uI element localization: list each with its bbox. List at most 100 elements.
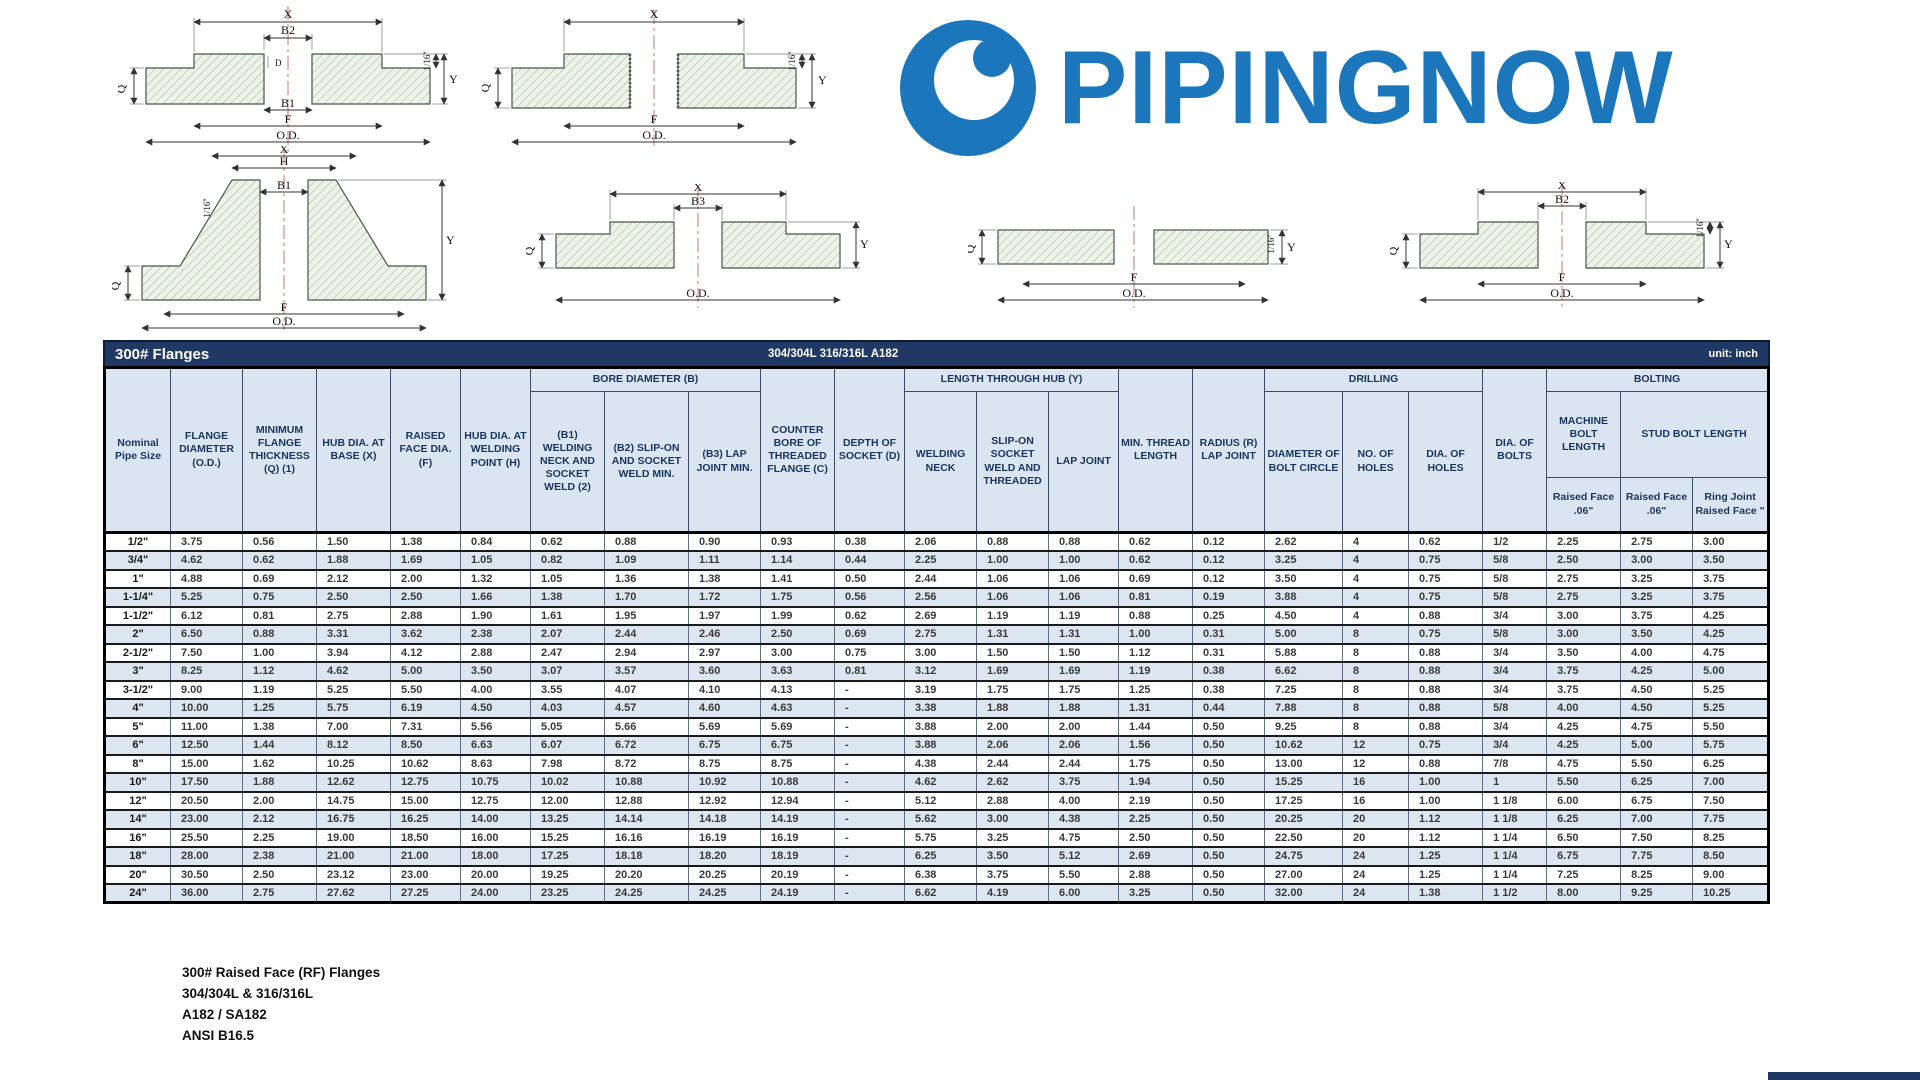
table-cell: 3.94 <box>316 642 391 662</box>
table-cell: 5/8 <box>1482 698 1548 718</box>
table-cell: 12.50 <box>170 735 243 755</box>
table-cell: 19.00 <box>316 827 391 847</box>
table-cell: 4.50 <box>1264 605 1344 625</box>
table-cell: 0.88 <box>1408 698 1484 718</box>
row-pipe-size: 8" <box>104 753 171 773</box>
table-cell: 18.18 <box>604 846 689 866</box>
table-cell: 0.81 <box>1118 587 1194 607</box>
table-cell: - <box>834 790 906 810</box>
table-cell: 0.56 <box>834 587 906 607</box>
table-cell: 1.00 <box>242 642 317 662</box>
table-cell: 4 <box>1342 550 1410 570</box>
table-cell: 19.25 <box>530 864 605 884</box>
dim-label-x: X <box>694 184 703 194</box>
table-cell: 0.88 <box>976 531 1050 551</box>
table-cell: 5.69 <box>760 716 836 736</box>
table-cell: 1.72 <box>687 587 762 607</box>
table-cell: 3.75 <box>1692 568 1770 588</box>
row-pipe-size: 3" <box>104 661 171 681</box>
table-cell: 6.50 <box>1546 827 1622 847</box>
col-header-raised-face: RAISED FACE DIA. (F) <box>390 367 461 533</box>
table-title-bar: 300# Flanges 304/304L 316/316L A182 unit… <box>103 340 1770 366</box>
table-cell: 1.06 <box>976 568 1050 588</box>
dim-label-f: F <box>1559 270 1566 284</box>
table-cell: 4.25 <box>1546 716 1622 736</box>
table-cell: 0.75 <box>242 587 317 607</box>
table-cell: 0.50 <box>1192 846 1266 866</box>
table-unit-label: unit: inch <box>1708 348 1759 360</box>
table-row: 2-1/2" 7.50 1.00 3.94 4.12 2.88 2.47 2.94 2.97 3.… <box>104 642 1770 662</box>
table-cell: 3.25 <box>1264 550 1344 570</box>
table-cell: 27.25 <box>390 883 461 903</box>
table-cell: 4.13 <box>760 679 836 699</box>
dim-label-y: Y <box>446 233 455 247</box>
table-cell: 0.38 <box>1192 661 1266 681</box>
table-cell: 3.00 <box>1546 605 1622 625</box>
table-cell: 16 <box>1342 790 1410 810</box>
dimension-lines <box>538 190 860 304</box>
table-cell: 10.00 <box>170 698 243 718</box>
footnote-line-4: ANSI B16.5 <box>182 1028 255 1043</box>
table-cell: 0.62 <box>242 550 317 570</box>
flange-section-left <box>145 53 265 105</box>
table-cell: 1.69 <box>390 550 461 570</box>
table-cell: 5/8 <box>1482 568 1548 588</box>
table-cell: 23.25 <box>530 883 605 903</box>
table-cell: 2.50 <box>760 624 836 644</box>
dim-label-q: Q <box>118 84 128 93</box>
table-cell: 2.75 <box>316 605 391 625</box>
table-cell: 1.50 <box>976 642 1050 662</box>
table-cell: 1.19 <box>1048 605 1120 625</box>
table-cell: 1/2 <box>1482 531 1548 551</box>
table-cell: 2.38 <box>460 624 531 644</box>
table-cell: 1.50 <box>316 531 391 551</box>
table-cell: 1.06 <box>1048 568 1120 588</box>
table-cell: 12.75 <box>390 772 461 792</box>
table-cell: 3/4 <box>1482 661 1548 681</box>
table-cell: 27.00 <box>1264 864 1344 884</box>
table-cell: 5.62 <box>904 809 978 829</box>
table-cell: 8.50 <box>1692 846 1770 866</box>
dim-label-h: H <box>280 154 289 168</box>
dim-label-b1: B1 <box>281 96 295 110</box>
header-group-row: Nominal Pipe Size FLANGE DIAMETER (O.D.)… <box>104 367 1770 533</box>
table-cell: 1.31 <box>976 624 1050 644</box>
table-cell: 1.00 <box>976 550 1050 570</box>
table-cell: 0.75 <box>1408 568 1484 588</box>
row-pipe-size: 18" <box>104 846 171 866</box>
table-cell: 0.84 <box>460 531 531 551</box>
table-cell: 24.19 <box>760 883 836 903</box>
table-cell: 0.12 <box>1192 531 1266 551</box>
table-cell: 1 1/4 <box>1482 846 1548 866</box>
table-cell: 2.00 <box>242 790 317 810</box>
table-cell: 4.62 <box>316 661 391 681</box>
table-cell: 14.19 <box>760 809 836 829</box>
table-cell: 5.66 <box>604 716 689 736</box>
table-cell: 3.00 <box>1546 624 1622 644</box>
slip-on-drawing: X B2 F O.D. Q Y 1/16'' <box>1386 178 1733 310</box>
row-pipe-size: 3/4" <box>104 550 171 570</box>
table-cell: 8.75 <box>760 753 836 773</box>
table-cell: 1.12 <box>1408 827 1484 847</box>
table-cell: 4.60 <box>687 698 762 718</box>
table-cell: 27.62 <box>316 883 391 903</box>
table-cell: 2.75 <box>1546 587 1622 607</box>
table-cell: 3.57 <box>604 661 689 681</box>
table-cell: 15.00 <box>170 753 243 773</box>
table-cell: 20.19 <box>760 864 836 884</box>
table-cell: 1.25 <box>1408 846 1484 866</box>
table-cell: - <box>834 698 906 718</box>
table-cell: 3.25 <box>976 827 1050 847</box>
flange-section-left <box>997 229 1115 265</box>
col-header-b3: (B3) LAP JOINT MIN. <box>687 391 762 533</box>
table-cell: 6.12 <box>170 605 243 625</box>
table-cell: 5.00 <box>1620 735 1694 755</box>
table-cell: 1.19 <box>1118 661 1194 681</box>
table-cell: 5.12 <box>1048 846 1120 866</box>
table-cell: 20 <box>1342 827 1410 847</box>
header-sub-row: (B1) WELDING NECK AND SOCKET WELD (2) (B… <box>105 391 1770 533</box>
table-cell: 2.38 <box>242 846 317 866</box>
table-cell: 1.25 <box>1118 679 1194 699</box>
table-cell: 24 <box>1342 846 1410 866</box>
table-cell: 3.75 <box>1546 661 1622 681</box>
